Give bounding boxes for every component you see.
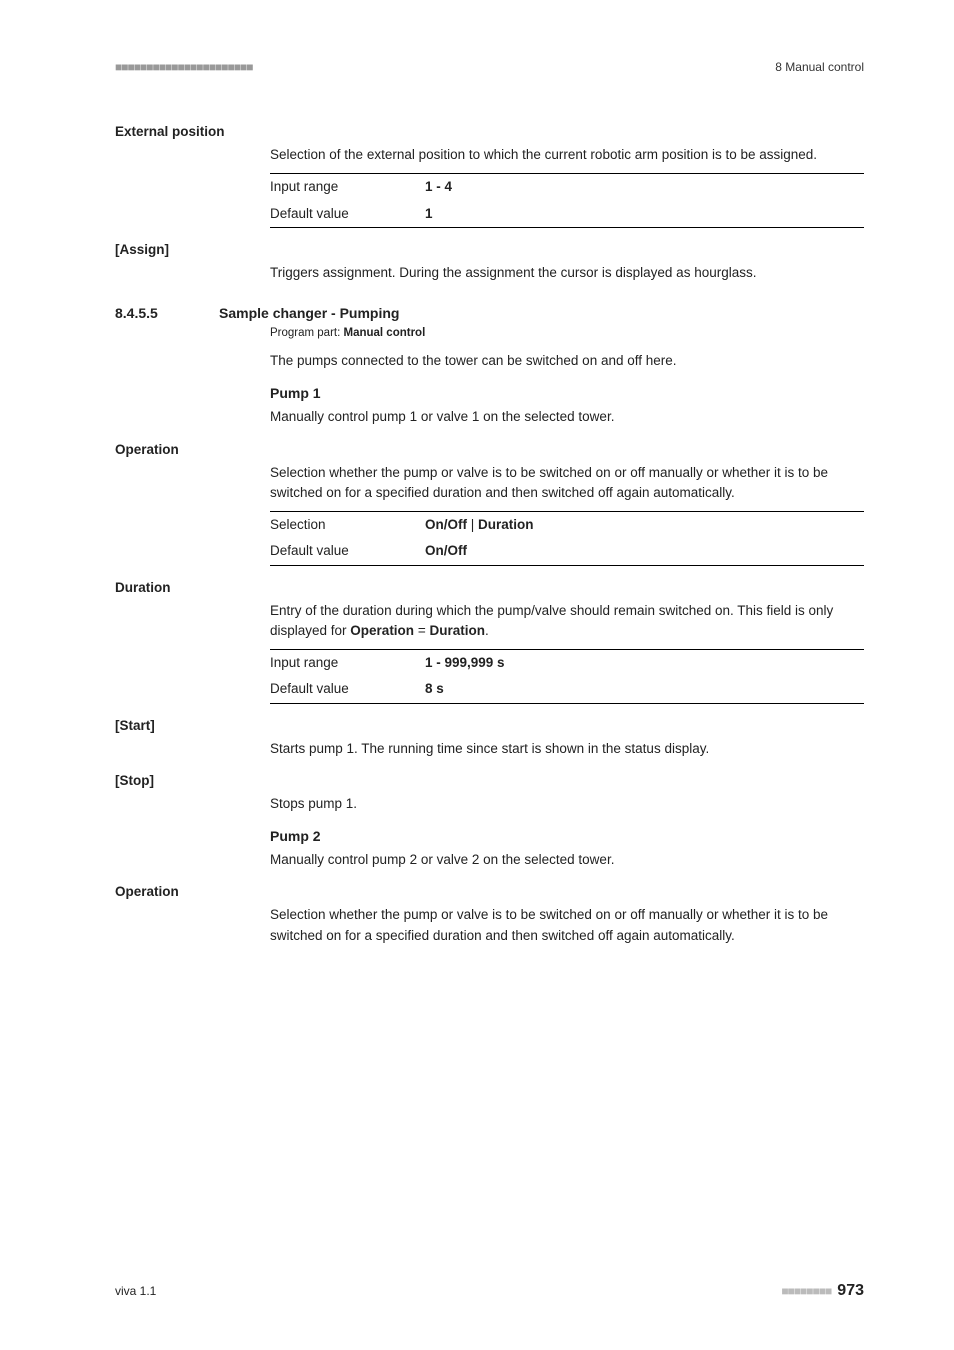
program-part-label: Program part: <box>270 327 344 339</box>
external-position-input-range-key: Input range <box>270 177 425 197</box>
assign-body <box>270 242 864 257</box>
duration-desc-op: Operation <box>350 623 414 638</box>
duration-label: Duration <box>115 580 270 595</box>
duration-block: Duration <box>115 580 864 595</box>
external-position-desc-text: Selection of the external position to wh… <box>270 145 864 165</box>
assign-block: [Assign] <box>115 242 864 257</box>
operation1-selection-row: Selection On/Off | Duration <box>270 511 864 538</box>
page-footer: viva 1.1 ■■■■■■■■ 973 <box>115 1282 864 1300</box>
footer-right: ■■■■■■■■ 973 <box>781 1282 864 1300</box>
section-number: 8.4.5.5 <box>115 305 219 321</box>
header-chapter: 8 Manual control <box>775 60 864 74</box>
operation1-selection-val2: Duration <box>478 517 534 532</box>
pump2-desc: Manually control pump 2 or valve 2 on th… <box>270 850 864 870</box>
operation2-body: Selection whether the pump or valve is t… <box>270 905 864 946</box>
external-position-desc: Selection of the external position to wh… <box>270 145 864 228</box>
duration-default-key: Default value <box>270 679 425 699</box>
stop-block: [Stop] <box>115 773 864 788</box>
start-desc: Starts pump 1. The running time since st… <box>270 739 864 759</box>
page-header: ■■■■■■■■■■■■■■■■■■■■■■ 8 Manual control <box>115 60 864 74</box>
stop-desc: Stops pump 1. <box>270 794 864 814</box>
operation2-label: Operation <box>115 884 270 899</box>
external-position-block: External position <box>115 124 864 139</box>
operation2-block: Operation <box>115 884 864 899</box>
external-position-default-key: Default value <box>270 204 425 224</box>
footer-dots: ■■■■■■■■ <box>781 1284 831 1298</box>
pump1-heading: Pump 1 <box>270 385 864 401</box>
external-position-default-row: Default value 1 <box>270 201 864 228</box>
assign-desc-text: Triggers assignment. During the assignme… <box>270 263 864 283</box>
duration-desc-end: . <box>485 623 489 638</box>
operation1-label: Operation <box>115 442 270 457</box>
operation1-default-key: Default value <box>270 541 425 561</box>
external-position-label: External position <box>115 124 270 139</box>
operation1-default-row: Default value On/Off <box>270 538 864 565</box>
operation1-selection-val1: On/Off <box>425 517 467 532</box>
duration-default-val: 8 s <box>425 679 864 699</box>
pump2-heading: Pump 2 <box>270 828 864 844</box>
duration-spec: Input range 1 - 999,999 s Default value … <box>270 649 864 704</box>
program-part-value: Manual control <box>344 327 426 339</box>
external-position-spec: Input range 1 - 4 Default value 1 <box>270 173 864 228</box>
stop-label: [Stop] <box>115 773 270 788</box>
start-label: [Start] <box>115 718 270 733</box>
assign-label: [Assign] <box>115 242 270 257</box>
duration-body: Entry of the duration during which the p… <box>270 601 864 704</box>
duration-input-range-val: 1 - 999,999 s <box>425 653 864 673</box>
external-position-body <box>270 124 864 139</box>
section-intro: The pumps connected to the tower can be … <box>270 351 864 371</box>
operation1-selection-val: On/Off | Duration <box>425 515 864 535</box>
start-block: [Start] <box>115 718 864 733</box>
operation1-spec: Selection On/Off | Duration Default valu… <box>270 511 864 566</box>
operation1-body: Selection whether the pump or valve is t… <box>270 463 864 566</box>
footer-left: viva 1.1 <box>115 1284 156 1298</box>
pump1-desc: Manually control pump 1 or valve 1 on th… <box>270 407 864 427</box>
assign-desc: Triggers assignment. During the assignme… <box>270 263 864 283</box>
operation1-desc: Selection whether the pump or valve is t… <box>270 463 864 504</box>
duration-desc-dur: Duration <box>429 623 485 638</box>
operation1-selection-sep: | <box>467 517 478 532</box>
section-heading: 8.4.5.5 Sample changer - Pumping <box>115 305 864 321</box>
section-title: Sample changer - Pumping <box>219 305 399 321</box>
operation2-desc: Selection whether the pump or valve is t… <box>270 905 864 946</box>
header-dots: ■■■■■■■■■■■■■■■■■■■■■■ <box>115 60 252 74</box>
operation1-default-val: On/Off <box>425 541 864 561</box>
operation1-selection-key: Selection <box>270 515 425 535</box>
external-position-input-range-val: 1 - 4 <box>425 177 864 197</box>
duration-desc-eq: = <box>414 623 429 638</box>
duration-desc: Entry of the duration during which the p… <box>270 601 864 642</box>
operation1-block: Operation <box>115 442 864 457</box>
duration-default-row: Default value 8 s <box>270 676 864 703</box>
duration-input-range-key: Input range <box>270 653 425 673</box>
program-part: Program part: Manual control <box>270 327 864 339</box>
external-position-default-val: 1 <box>425 204 864 224</box>
duration-input-range-row: Input range 1 - 999,999 s <box>270 649 864 676</box>
footer-page-number: 973 <box>837 1282 864 1299</box>
external-position-input-range-row: Input range 1 - 4 <box>270 173 864 200</box>
